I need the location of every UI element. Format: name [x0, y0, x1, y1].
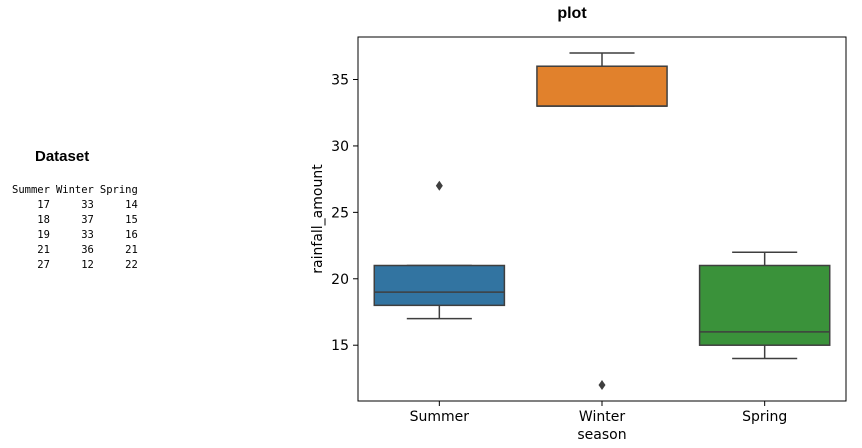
dataset-column-header: Spring [99, 184, 138, 196]
table-cell: 22 [125, 259, 138, 271]
table-row: 21 36 21 [8, 243, 138, 258]
y-axis-label: rainfall_amount [310, 164, 326, 274]
x-tick-label: Spring [742, 409, 787, 425]
table-row: 27 12 22 [8, 258, 138, 273]
x-tick-label: Winter [579, 409, 625, 425]
table-cell: 15 [125, 214, 138, 226]
table-cell: 18 [37, 214, 50, 226]
y-tick-label: 25 [331, 205, 349, 221]
table-cell: 19 [37, 229, 50, 241]
table-cell: 14 [125, 199, 138, 211]
table-cell: 21 [37, 244, 50, 256]
dataset-column-header: Summer [12, 184, 50, 196]
outlier-point [598, 380, 606, 391]
box-spring [698, 264, 831, 346]
y-tick-label: 20 [331, 272, 349, 288]
table-cell: 17 [37, 199, 50, 211]
table-cell: 36 [81, 244, 94, 256]
x-axis-label: season [577, 427, 626, 443]
table-cell: 27 [37, 259, 50, 271]
table-cell: 16 [125, 229, 138, 241]
table-row: 17 33 14 [8, 198, 138, 213]
table-cell: 37 [81, 214, 94, 226]
box-summer [373, 264, 506, 307]
y-tick-label: 35 [331, 73, 349, 89]
dataset-title: Dataset [35, 148, 90, 165]
dataset-table: Summer Winter Spring 17 33 14 18 37 15 1… [8, 183, 138, 273]
outlier-point [435, 180, 443, 191]
y-tick-label: 30 [331, 139, 349, 155]
y-tick-label: 15 [331, 338, 349, 354]
chart-title: plot [557, 5, 587, 22]
dataset-column-header: Winter [55, 184, 94, 196]
table-row: 19 33 16 [8, 228, 138, 243]
x-tick-label: Summer [410, 409, 470, 425]
table-cell: 33 [81, 229, 94, 241]
table-row: 18 37 15 [8, 213, 138, 228]
table-cell: 21 [125, 244, 138, 256]
box-winter [536, 65, 668, 107]
table-cell: 33 [81, 199, 94, 211]
table-cell: 12 [81, 259, 94, 271]
dataset-header-row: Summer Winter Spring [8, 183, 138, 198]
